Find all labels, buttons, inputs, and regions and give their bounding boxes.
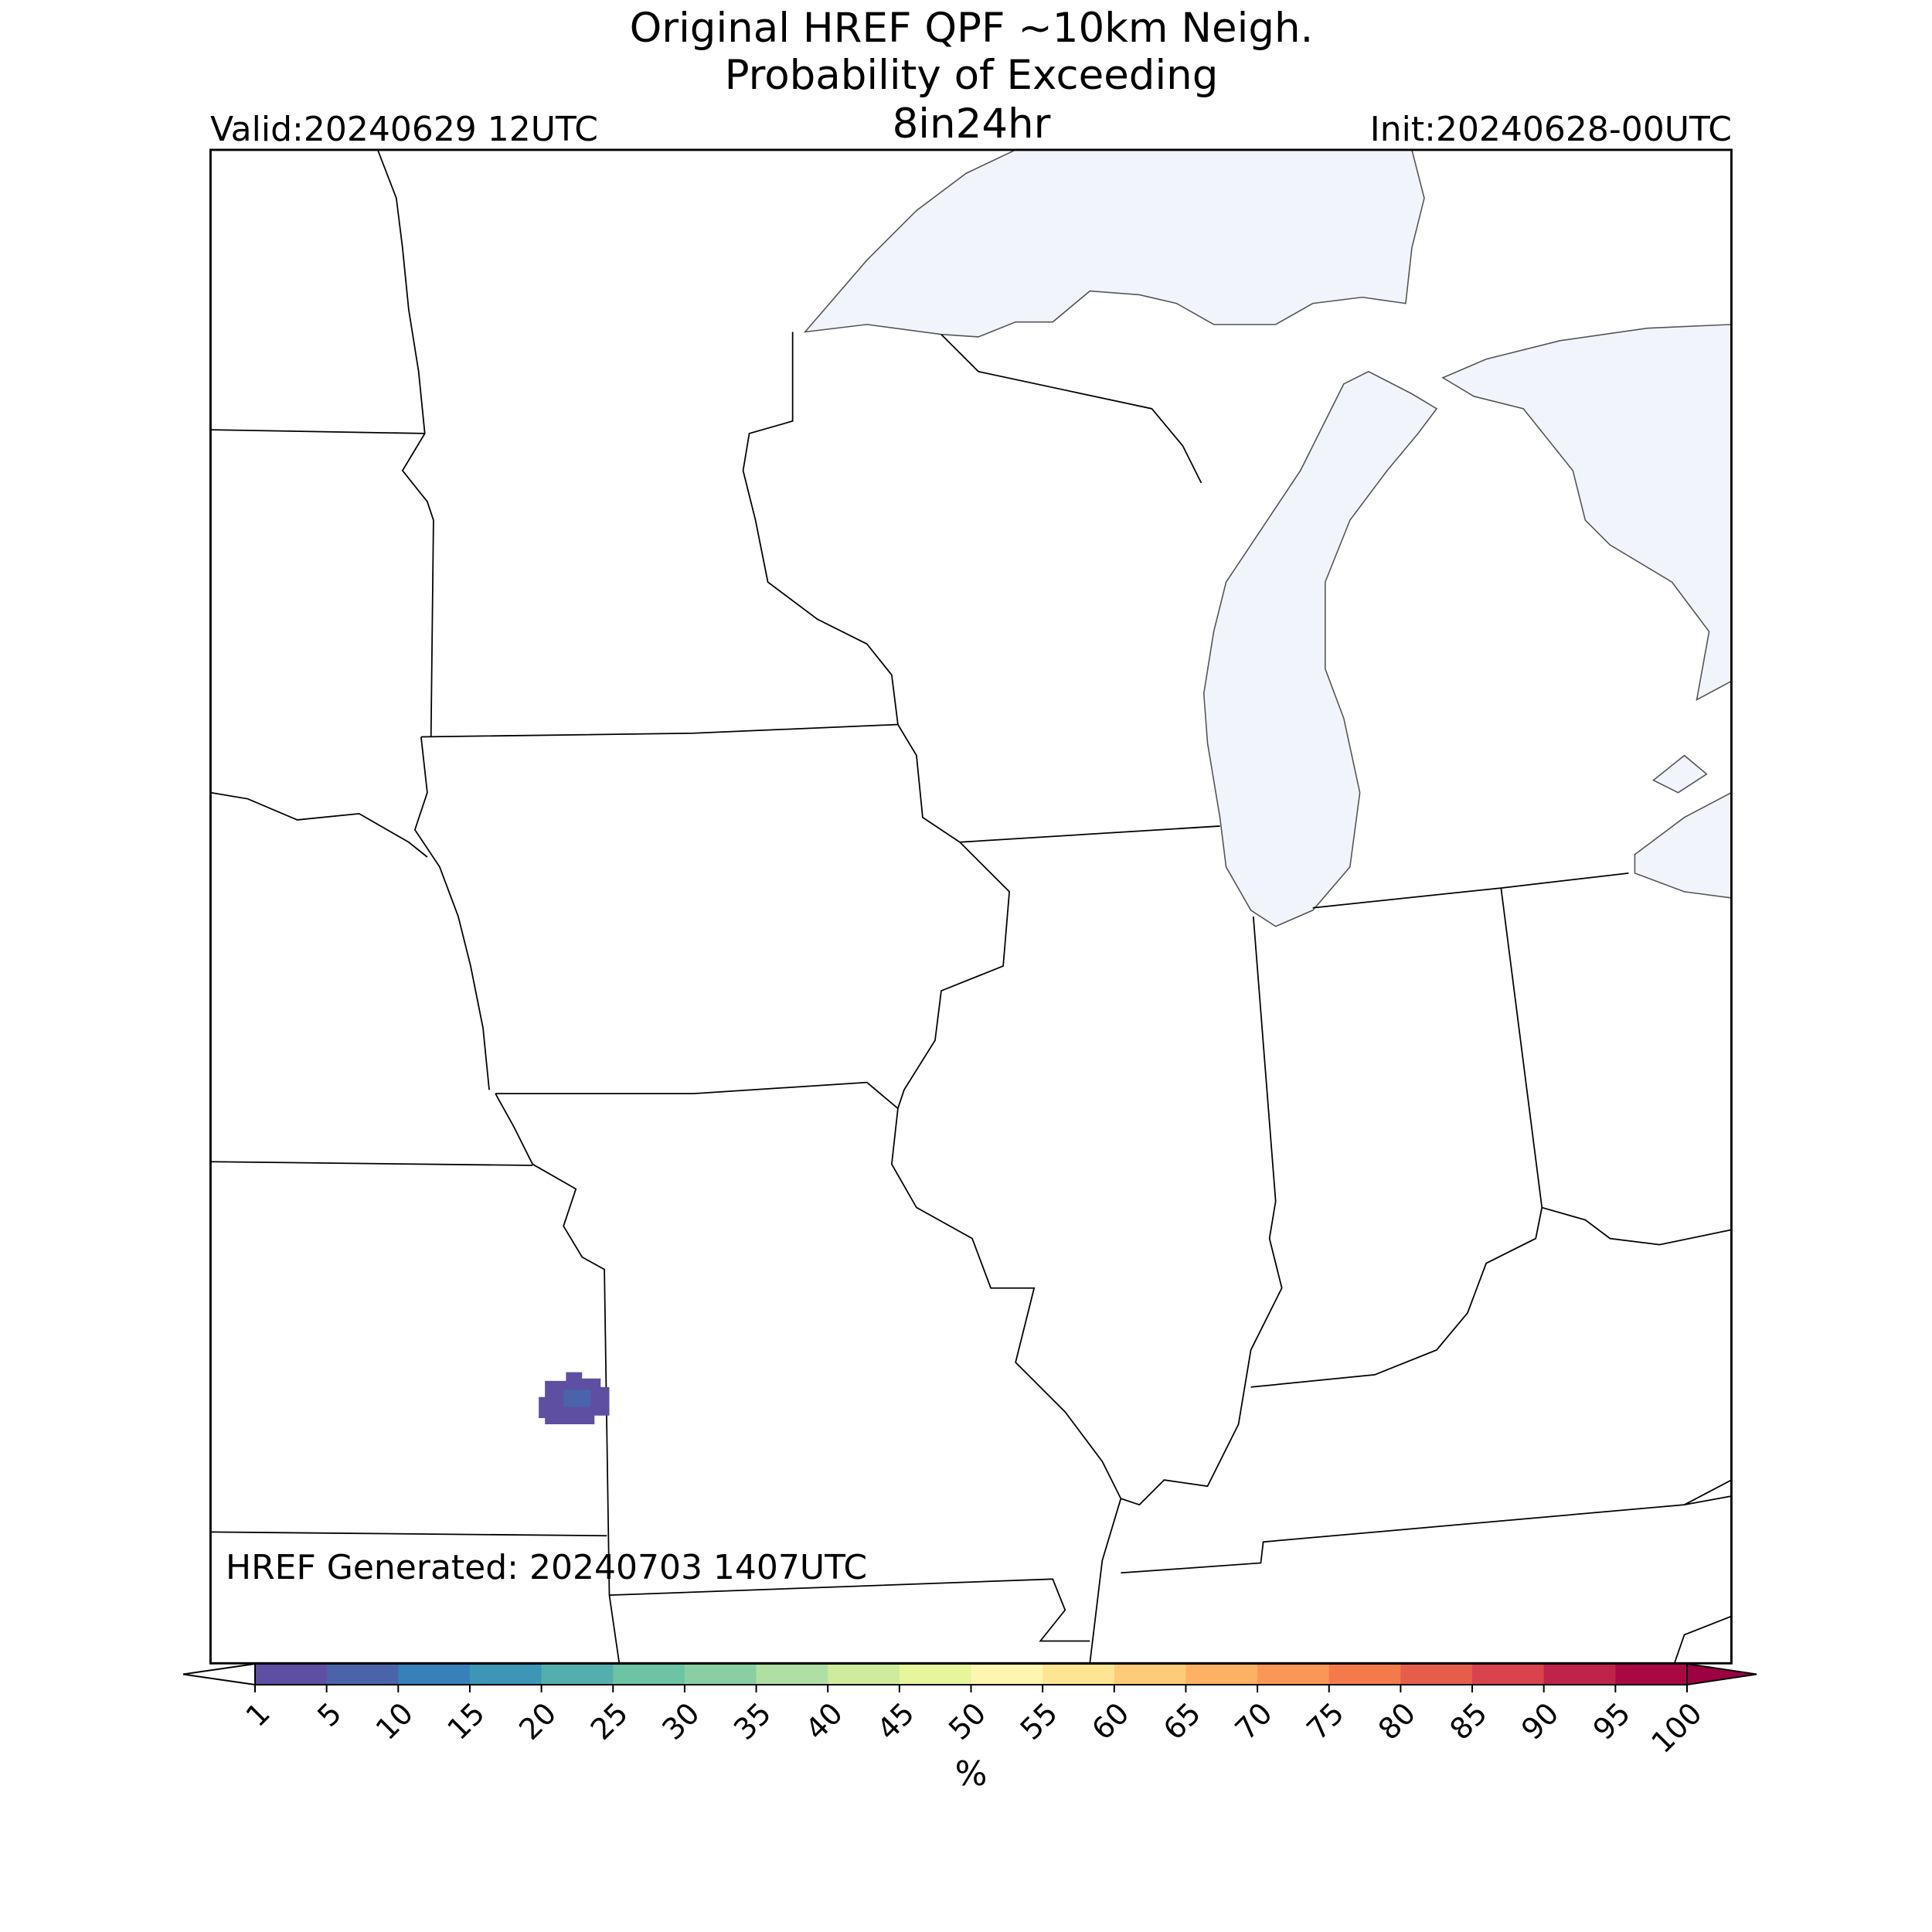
state-border — [495, 1093, 621, 1664]
colorbar-tick-label: 30 — [655, 1696, 706, 1747]
colorbar-tick-label: 65 — [1157, 1696, 1207, 1747]
colorbar-bin — [1043, 1664, 1115, 1685]
colorbar-tick-label: 90 — [1515, 1696, 1565, 1747]
valid-time: Valid:20240629 12UTC — [210, 110, 598, 149]
colorbar-bin — [398, 1664, 471, 1685]
colorbar-tick-label: 1 — [240, 1696, 277, 1733]
state-border — [890, 1108, 1122, 1664]
colorbar-tick-label: 35 — [727, 1696, 777, 1747]
title-line: Original HREF QPF ~10km Neigh. — [630, 5, 1314, 52]
colorbar-bin — [541, 1664, 614, 1685]
colorbar-bin — [684, 1664, 757, 1685]
colorbar-under — [182, 1662, 256, 1686]
colorbar-tick-label: 40 — [799, 1696, 849, 1747]
state-border — [1121, 1495, 1732, 1574]
colorbar-over — [1686, 1662, 1757, 1686]
state-border — [940, 334, 1202, 484]
state-border — [609, 1578, 1090, 1642]
colorbar-label: % — [955, 1754, 988, 1794]
colorbar-tick-label: 20 — [512, 1696, 563, 1747]
state-border — [420, 723, 898, 738]
state-border — [1541, 1206, 1732, 1246]
lake-michigan — [1202, 370, 1438, 927]
colorbar-bin — [469, 1664, 543, 1685]
colorbar-bin — [1543, 1664, 1616, 1685]
colorbar-tick-label: 10 — [369, 1696, 420, 1747]
colorbar-tick-label: 80 — [1372, 1696, 1422, 1747]
state-border — [210, 791, 428, 858]
state-border — [1121, 916, 1283, 1506]
colorbar-tick-label: 95 — [1587, 1696, 1637, 1747]
colorbar-bin — [1472, 1664, 1545, 1685]
colorbar-bin — [1400, 1664, 1473, 1685]
colorbar-bin — [971, 1664, 1043, 1685]
colorbar-tick-label: 15 — [440, 1696, 491, 1747]
colorbar-bin — [1114, 1664, 1186, 1685]
colorbar-tick-label: 55 — [1014, 1696, 1064, 1747]
colorbar-tick-label: 75 — [1300, 1696, 1350, 1747]
colorbar-bin — [326, 1664, 399, 1685]
lake-superior — [803, 149, 1425, 338]
state-border — [210, 1161, 533, 1166]
lake-huron — [1441, 324, 1732, 701]
state-border — [1684, 1479, 1732, 1505]
colorbar-tick-label: 100 — [1645, 1696, 1708, 1760]
init-time: Init:20240628-00UTC — [1370, 110, 1732, 149]
colorbar-bin — [1615, 1664, 1688, 1685]
colorbar-bin — [828, 1664, 900, 1685]
colorbar-bin — [756, 1664, 828, 1685]
colorbar-bin — [1328, 1664, 1401, 1685]
colorbar-tick-label: 70 — [1229, 1696, 1279, 1747]
colorbar-bin — [1185, 1664, 1258, 1685]
title-line: Probability of Exceeding — [725, 52, 1219, 99]
map — [209, 148, 1733, 1665]
colorbar-bin — [255, 1664, 328, 1685]
state-border — [897, 724, 1011, 1109]
state-border — [1312, 872, 1629, 909]
title-line: 8in24hr — [893, 100, 1051, 148]
precip-core — [563, 1389, 591, 1407]
state-border — [959, 825, 1220, 843]
generated-note: HREF Generated: 20240703 1407UTC — [226, 1548, 867, 1587]
colorbar-tick-label: 50 — [942, 1696, 992, 1747]
colorbar-tick-label: 5 — [311, 1696, 348, 1733]
state-border — [495, 1081, 899, 1110]
lake-st-clair — [1651, 754, 1708, 794]
colorbar-bin — [613, 1664, 685, 1685]
state-border — [1250, 887, 1543, 1388]
state-border — [1673, 1615, 1732, 1664]
colorbar-tick-label: 45 — [870, 1696, 920, 1747]
colorbar-bin — [1257, 1664, 1330, 1685]
colorbar: 1 5 10 15 20 25 30 35 40 45 50 55 60 65 70 75 80 85 90 95 10… — [182, 1662, 1757, 1794]
state-border — [210, 1531, 607, 1537]
colorbar-bin — [899, 1664, 971, 1685]
state-border — [210, 429, 425, 434]
colorbar-tick-label: 85 — [1444, 1696, 1494, 1747]
colorbar-tick-label: 25 — [584, 1696, 634, 1747]
state-border — [413, 736, 490, 1090]
lake-erie — [1634, 791, 1732, 899]
state-border — [376, 149, 434, 737]
state-border — [742, 332, 899, 725]
colorbar-tick-label: 60 — [1085, 1696, 1135, 1747]
